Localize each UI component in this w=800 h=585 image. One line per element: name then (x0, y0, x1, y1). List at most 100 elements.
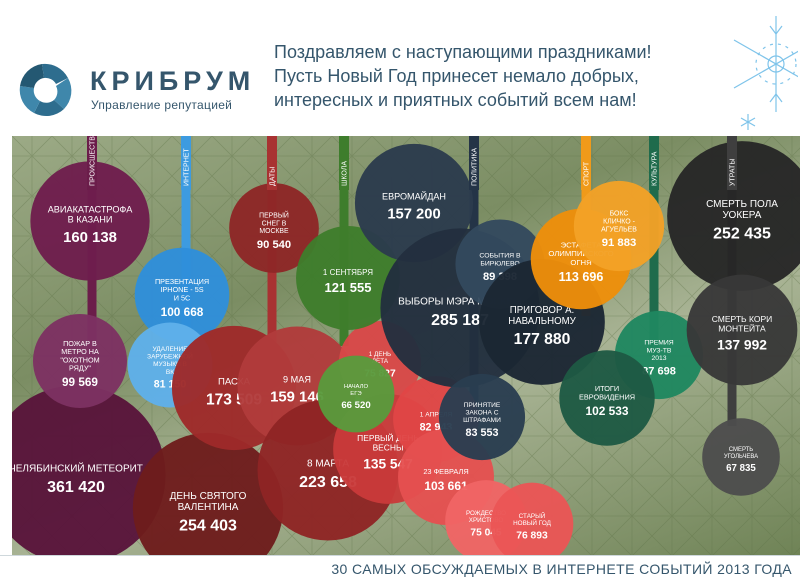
greeting-line: интересных и приятных событий всем нам! (274, 90, 637, 110)
event-label: КЛИЧКО - (603, 218, 635, 225)
event-label: АГУЕЛЬЕВ (601, 226, 637, 233)
chart-area: ЧЕЛЯБИНСКИЙ МЕТЕОРИТ 361 420 АВИАКАТАСТРОФ… (12, 136, 800, 555)
event-value: 113 696 (559, 270, 604, 284)
event-label: БОКС (610, 210, 629, 217)
event-label: ПРИНЯТИЕ (464, 402, 501, 409)
event-value: 83 553 (466, 427, 499, 439)
event-label: ПАСХА (218, 377, 251, 388)
event-label: ЛЕТА (372, 358, 389, 365)
event-label: 23 ФЕВРАЛЯ (423, 467, 468, 476)
event-bubble (30, 161, 150, 281)
event-label: БИРЮЛЕВО (480, 260, 519, 267)
event-bubble (12, 385, 166, 555)
category-strip (339, 136, 349, 190)
event-label: МУЗ-ТВ (647, 347, 672, 354)
event-label: СМЕРТЬ (729, 447, 754, 453)
event-value: 66 520 (341, 400, 370, 411)
event-label: 1 ДЕНЬ (369, 351, 391, 358)
event-label: НОВЫЙ ГОД (513, 518, 552, 527)
event-bubble (573, 180, 665, 272)
category-strip (87, 136, 97, 190)
event-label: ЕГЭ (350, 391, 362, 397)
event-label: СТАРЫЙ (519, 511, 546, 520)
event-value: 103 661 (424, 479, 468, 493)
event-label: АВИАКАТАСТРОФА (48, 205, 134, 215)
event-value: 87 698 (642, 366, 676, 378)
brand-name: КРИБРУМ (90, 66, 256, 96)
greeting-text: Поздравляем с наступающими праздниками! … (274, 40, 714, 112)
kribrum-logo-icon (19, 63, 72, 117)
event-value: 75 045 (470, 528, 501, 539)
event-label: НАЧАЛО (344, 384, 369, 390)
event-label: УОКЕРА (723, 210, 762, 221)
snowflake-icon (733, 16, 798, 130)
event-label: И 5C (174, 294, 191, 303)
event-label: НАВАЛЬНОМУ (508, 316, 576, 327)
category-label: КУЛЬТУРА (652, 151, 659, 186)
event-label: ЗАРУБЕЖНОЙ (147, 352, 193, 361)
event-label: ВК (166, 369, 174, 376)
event-label: 9 МАЯ (283, 375, 311, 385)
event-label: "ОХОТНОМ (60, 355, 99, 364)
event-bubble (317, 355, 395, 433)
event-bubble (32, 313, 128, 409)
event-label: 8 МАРТА (307, 459, 349, 470)
event-value: 100 668 (161, 305, 204, 319)
event-bubble (132, 432, 284, 555)
category-strip (181, 136, 191, 190)
event-label: ВЕСНЫ (373, 443, 404, 453)
event-value: 67 835 (726, 463, 756, 474)
event-label: СМЕРТЬ ПОЛА (706, 199, 778, 210)
event-label: ДЕНЬ СВЯТОГО (170, 491, 247, 502)
category-label: СПОРТ (584, 161, 591, 186)
event-label: РОЖДЕСТВО (466, 510, 506, 517)
event-value: 361 420 (47, 479, 105, 496)
event-label: ПЕРВЫЙ (259, 210, 289, 219)
event-bubble (702, 418, 780, 496)
event-label: СОБЫТИЯ В (479, 252, 521, 259)
event-bubble (229, 183, 319, 273)
event-label: ОГНЯ (570, 258, 591, 267)
event-bubble (686, 274, 798, 386)
category-strip (267, 136, 277, 190)
event-value: 137 992 (717, 336, 767, 352)
event-value: 91 883 (602, 237, 637, 249)
event-bubble (667, 141, 800, 291)
event-label: ЧЕЛЯБИНСКИЙ МЕТЕОРИТ (12, 462, 143, 475)
category-strip (649, 136, 659, 190)
event-value: 90 540 (257, 239, 291, 251)
event-label: СНЕГ В (262, 220, 287, 227)
event-value: 254 403 (179, 518, 237, 535)
bubble-chart: ЧЕЛЯБИНСКИЙ МЕТЕОРИТ 361 420 АВИАКАТАСТРОФ… (12, 136, 800, 555)
brand-tagline: Управление репутацией (91, 98, 233, 112)
event-bubble (559, 350, 655, 446)
event-label: ИТОГИ (595, 384, 619, 393)
event-value: 157 200 (387, 207, 440, 223)
event-bubble (438, 373, 526, 461)
event-label: ПРИГОВОР А. (510, 305, 574, 316)
event-value: 102 533 (585, 404, 628, 418)
event-label: ПРЕМИЯ (644, 340, 673, 347)
category-label: ПРОИСШЕСТВИЯ (90, 136, 97, 186)
category-strip (581, 136, 591, 190)
event-label: ПОЖАР В (63, 339, 97, 348)
footer-divider (0, 555, 800, 556)
chart-title: 30 САМЫХ ОБСУЖДАЕМЫХ В ИНТЕРНЕТЕ СОБЫТИЙ… (331, 561, 792, 577)
event-value: 99 569 (62, 376, 98, 389)
event-label: 2013 (651, 355, 666, 362)
category-label: ИНТЕРНЕТ (184, 148, 191, 186)
greeting-line: Поздравляем с наступающими праздниками! (274, 42, 652, 62)
header: КРИБРУМ Управление репутацией Поздравляе… (0, 0, 800, 136)
event-label: ПЕРВЫЙ ДЕНЬ (357, 432, 419, 443)
category-strip (469, 136, 479, 190)
event-value: 159 146 (270, 390, 324, 406)
event-label: УГОЛЬЧЕВА (724, 454, 758, 460)
category-label: УТРАТЫ (730, 158, 737, 186)
event-value: 160 138 (63, 230, 117, 246)
event-label: ОЛИМПИЙСКОГО (548, 249, 613, 258)
event-label: ХРИСТОВО (469, 517, 504, 524)
event-value: 252 435 (713, 226, 771, 243)
event-label: ВЫБОРЫ МЭРА МОСКВЫ (398, 297, 522, 308)
event-label: МОСКВЕ (259, 228, 289, 235)
greeting-line: Пусть Новый Год принесет немало добрых, (274, 66, 639, 86)
